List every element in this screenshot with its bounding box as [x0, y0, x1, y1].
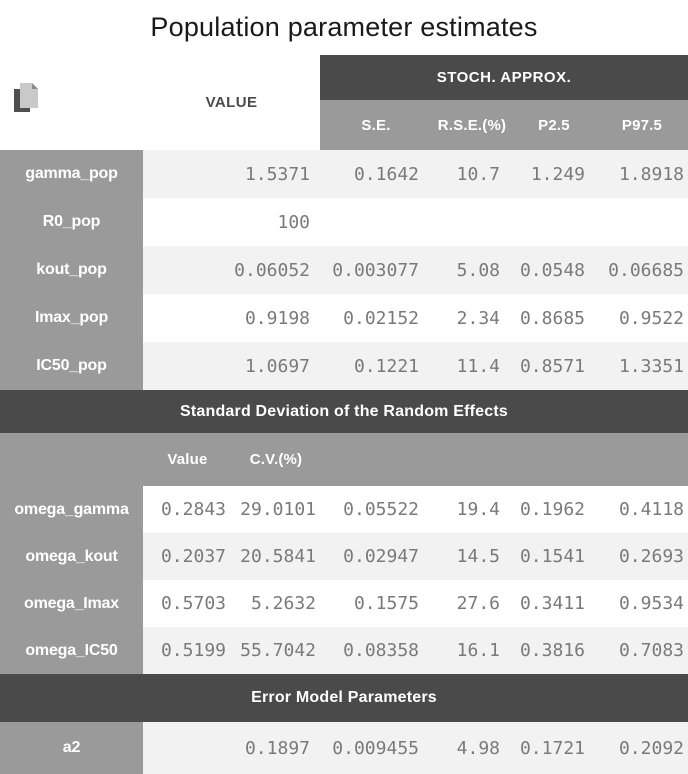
table-header-left: VALUE	[0, 55, 320, 150]
p25-cell: 0.1721	[519, 737, 585, 759]
value-cell: 0.5703	[160, 593, 226, 614]
rse-cell: 27.6	[456, 593, 500, 614]
se-cell: 0.02152	[343, 307, 419, 329]
rse-cell: 19.4	[456, 499, 500, 520]
table-row-imax-pop: Imax_pop 0.9198 0.02152 2.34 0.8685 0.95…	[0, 294, 688, 342]
rse-cell: 11.4	[456, 355, 500, 377]
cv-cell: 29.0101	[240, 499, 316, 520]
se-cell: 0.1575	[353, 593, 419, 614]
subheader-spacer	[0, 433, 143, 486]
cv-cell: 5.2632	[250, 593, 316, 614]
param-label: Imax_pop	[0, 294, 143, 342]
column-header-p975: P97.5	[621, 116, 663, 134]
se-cell: 0.1221	[353, 355, 419, 377]
copy-icon-fold-corner	[32, 83, 38, 89]
page-title: Population parameter estimates	[150, 12, 538, 42]
table-row-omega-ic50: omega_IC50 0.5199 55.7042 0.08358 16.1 0…	[0, 627, 688, 674]
section-header-random-effects: Standard Deviation of the Random Effects	[0, 390, 688, 433]
se-cell: 0.003077	[332, 259, 419, 281]
value-cell: 0.1897	[244, 737, 310, 759]
p975-cell: 1.8918	[618, 163, 684, 185]
column-header-p25: P2.5	[538, 116, 570, 134]
param-label: omega_gamma	[0, 486, 143, 533]
value-cell: 0.2843	[160, 499, 226, 520]
column-header-omega-value: Value	[167, 451, 208, 468]
p975-cell: 0.4118	[618, 499, 684, 520]
p975-cell: 0.7083	[618, 640, 684, 661]
table-row-a2: a2 0.1897 0.009455 4.98 0.1721 0.2092	[0, 722, 688, 774]
column-group-stoch-approx: STOCH. APPROX.	[320, 55, 688, 100]
se-cell	[320, 198, 432, 246]
panel-title-bar: Population parameter estimates	[0, 0, 688, 55]
column-header-se: S.E.	[361, 116, 391, 134]
value-cell: 1.5371	[244, 163, 310, 185]
param-label: omega_IC50	[0, 627, 143, 674]
se-cell: 0.05522	[343, 499, 419, 520]
table-row-omega-imax: omega_Imax 0.5703 5.2632 0.1575 27.6 0.3…	[0, 580, 688, 627]
p25-cell: 0.3411	[519, 593, 585, 614]
table-row-omega-kout: omega_kout 0.2037 20.5841 0.02947 14.5 0…	[0, 533, 688, 580]
table-row-kout-pop: kout_pop 0.06052 0.003077 5.08 0.0548 0.…	[0, 246, 688, 294]
p25-cell: 0.0548	[519, 259, 585, 281]
p25-cell: 1.249	[530, 163, 585, 185]
p975-cell: 0.2693	[618, 546, 684, 567]
table-row-ic50-pop: IC50_pop 1.0697 0.1221 11.4 0.8571 1.335…	[0, 342, 688, 390]
p975-cell: 0.9534	[618, 593, 684, 614]
rse-cell: 4.98	[456, 737, 500, 759]
cv-cell: 55.7042	[240, 640, 316, 661]
copy-icon[interactable]	[13, 82, 40, 113]
section-header-error-model: Error Model Parameters	[0, 674, 688, 722]
copy-icon-front-page	[20, 83, 38, 108]
value-cell: 0.2037	[160, 546, 226, 567]
cv-cell: 20.5841	[240, 546, 316, 567]
param-label: kout_pop	[0, 246, 143, 294]
p25-cell: 0.8685	[519, 307, 585, 329]
table-row-gamma-pop: gamma_pop 1.5371 0.1642 10.7 1.249 1.891…	[0, 150, 688, 198]
rse-cell: 2.34	[456, 307, 500, 329]
rse-cell: 10.7	[456, 163, 500, 185]
param-label: omega_Imax	[0, 580, 143, 627]
p975-cell: 0.2092	[618, 737, 684, 759]
value-cell: 100	[277, 211, 310, 233]
table-row-omega-gamma: omega_gamma 0.2843 29.0101 0.05522 19.4 …	[0, 486, 688, 533]
p975-cell	[596, 198, 688, 246]
p975-cell: 0.06685	[608, 259, 684, 281]
se-cell: 0.1642	[353, 163, 419, 185]
rse-cell	[432, 198, 512, 246]
table-header: VALUE STOCH. APPROX. S.E. R.S.E.(%) P2.5…	[0, 55, 688, 150]
table-row-r0-pop: R0_pop 100	[0, 198, 688, 246]
rse-cell: 14.5	[456, 546, 500, 567]
p25-cell: 0.1541	[519, 546, 585, 567]
random-effects-subheader-row: Value C.V.(%)	[0, 433, 688, 486]
p975-cell: 0.9522	[618, 307, 684, 329]
p25-cell: 0.8571	[519, 355, 585, 377]
column-header-value: VALUE	[205, 94, 258, 111]
value-cell: 0.9198	[244, 307, 310, 329]
param-label: a2	[0, 722, 143, 774]
column-header-cv: C.V.(%)	[249, 451, 303, 468]
p25-cell: 0.3816	[519, 640, 585, 661]
rse-cell: 16.1	[456, 640, 500, 661]
param-label: omega_kout	[0, 533, 143, 580]
rse-cell: 5.08	[456, 259, 500, 281]
se-cell: 0.02947	[343, 546, 419, 567]
value-cell: 0.5199	[160, 640, 226, 661]
param-label: R0_pop	[0, 198, 143, 246]
p975-cell: 1.3351	[618, 355, 684, 377]
table-header-right: STOCH. APPROX. S.E. R.S.E.(%) P2.5 P97.5	[320, 55, 688, 150]
stoch-subheader-row: S.E. R.S.E.(%) P2.5 P97.5	[320, 100, 688, 150]
param-label: gamma_pop	[0, 150, 143, 198]
param-label: IC50_pop	[0, 342, 143, 390]
column-header-rse: R.S.E.(%)	[437, 116, 507, 134]
se-cell: 0.08358	[343, 640, 419, 661]
p25-cell: 0.1962	[519, 499, 585, 520]
p25-cell	[512, 198, 596, 246]
se-cell: 0.009455	[332, 737, 419, 759]
value-cell: 0.06052	[234, 259, 310, 281]
value-cell: 1.0697	[244, 355, 310, 377]
